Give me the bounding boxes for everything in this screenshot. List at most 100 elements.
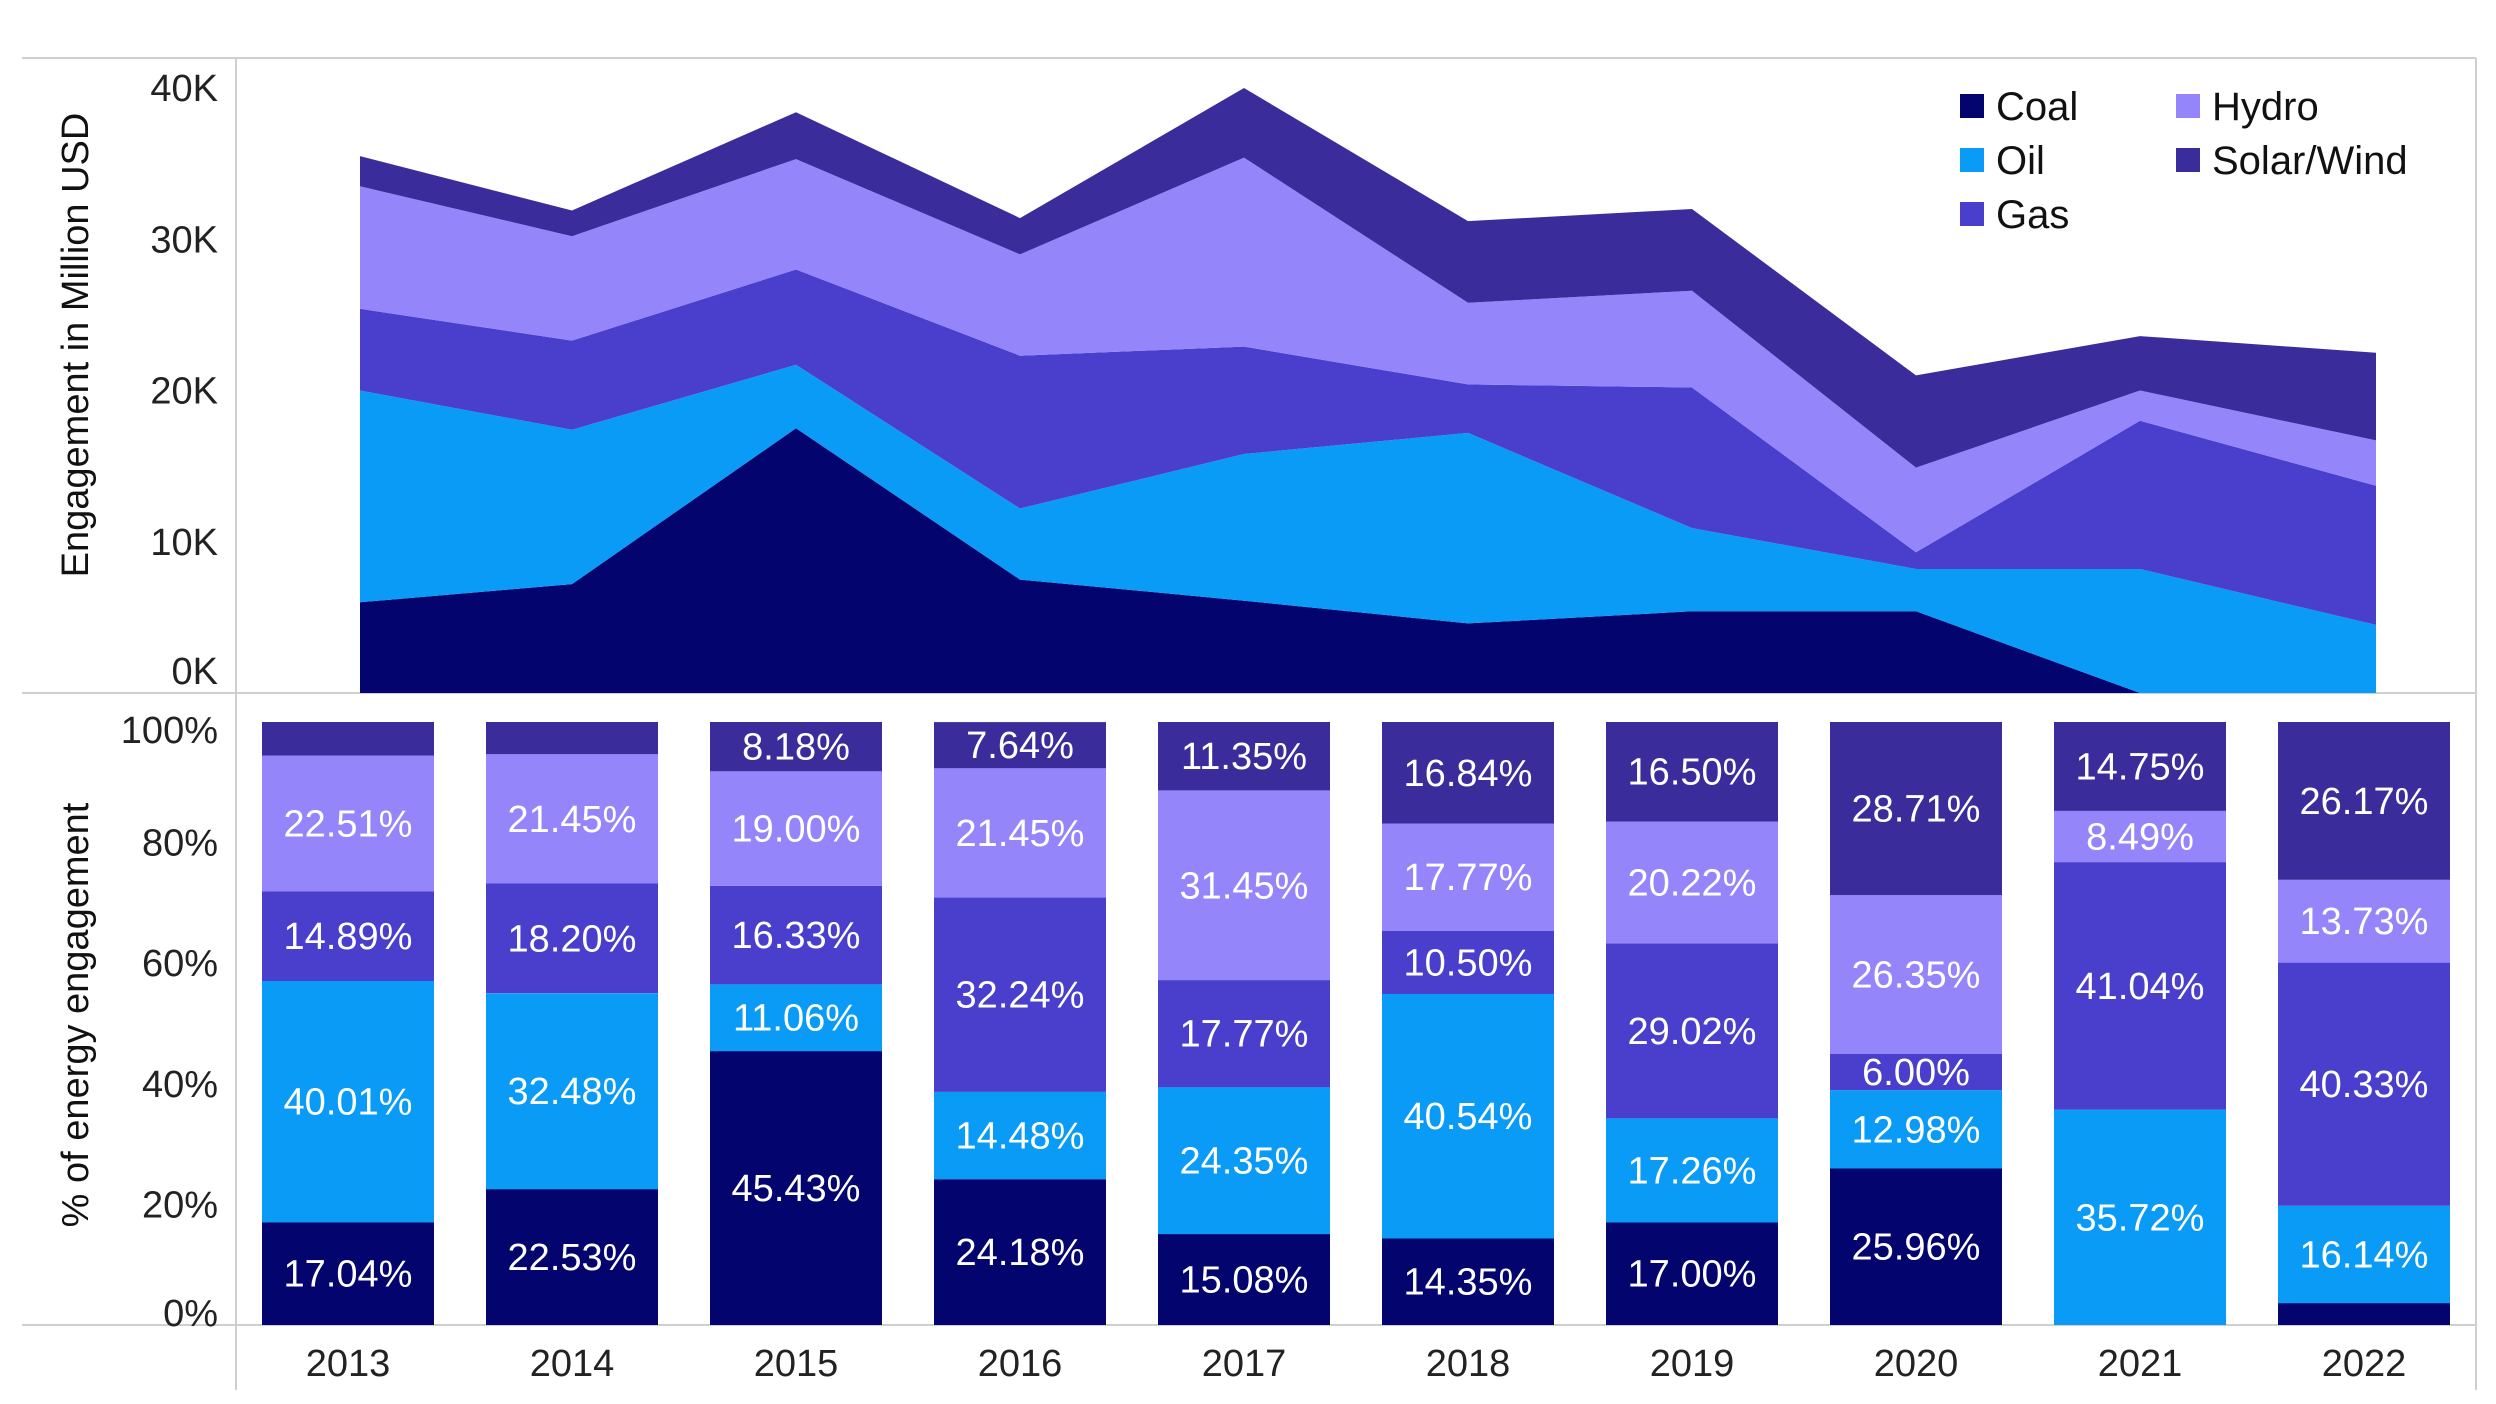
area-y-ticks: 0K 10K 20K 30K 40K xyxy=(150,68,218,693)
bar-segment-gas-2014 xyxy=(486,883,658,994)
bar-data-label: 45.43% xyxy=(732,1168,861,1210)
bar-data-label: 35.72% xyxy=(2076,1197,2205,1239)
bar-data-label: 25.96% xyxy=(1852,1227,1981,1269)
bar-segment-coal-2014 xyxy=(486,1189,658,1325)
area-coal xyxy=(360,428,2376,693)
bar-segment-coal-2020 xyxy=(1830,1168,2002,1325)
bar-y-ticks: 0% 20% 40% 60% 80% 100% xyxy=(121,710,218,1335)
bar-y-tick: 100% xyxy=(121,710,218,752)
bar-segment-hydro-2020 xyxy=(1830,895,2002,1054)
x-tick-label: 2018 xyxy=(1426,1343,1511,1385)
bar-segment-hydro-2013 xyxy=(262,755,434,892)
area-y-tick: 0K xyxy=(172,651,218,693)
bar-segment-hydro-2019 xyxy=(1606,821,1778,944)
bar-y-axis-title: % of energy engagement xyxy=(55,802,97,1227)
legend-item-solar-wind: Solar/Wind xyxy=(2176,139,2408,183)
bar-segments xyxy=(262,722,2450,1325)
bar-segment-oil-2018 xyxy=(1382,994,1554,1239)
bar-data-label: 22.53% xyxy=(508,1237,637,1279)
bar-segment-solar-wind-2021 xyxy=(2054,722,2226,811)
area-y-tick: 40K xyxy=(150,68,218,110)
bar-segment-solar-wind-2014 xyxy=(486,722,658,755)
area-layers xyxy=(360,88,2376,693)
area-oil xyxy=(360,364,2376,693)
bar-data-label: 17.77% xyxy=(1180,1014,1309,1056)
bar-data-label: 41.04% xyxy=(2076,966,2205,1008)
x-axis-ticks: 2013 2014 2015 2016 2017 2018 2019 2020 2021 2022 xyxy=(306,1343,2407,1385)
chart-legend: Coal Oil Gas Hydro Solar/Wind xyxy=(1960,85,2408,237)
bar-data-label: 14.35% xyxy=(1404,1262,1533,1304)
bar-data-label: 12.98% xyxy=(1852,1109,1981,1151)
bar-segment-coal-2016 xyxy=(934,1179,1106,1325)
x-tick-label: 2013 xyxy=(306,1343,391,1385)
bar-segment-hydro-2016 xyxy=(934,768,1106,898)
bar-data-label: 16.14% xyxy=(2300,1234,2429,1276)
bar-segment-gas-2017 xyxy=(1158,980,1330,1088)
bar-segment-solar-wind-2017 xyxy=(1158,722,1330,791)
legend-swatch xyxy=(2176,94,2200,118)
bar-segment-coal-2013 xyxy=(262,1222,434,1325)
bar-data-label: 15.08% xyxy=(1180,1260,1309,1302)
bar-segment-solar-wind-2015 xyxy=(710,722,882,772)
bar-data-label: 32.24% xyxy=(956,975,1085,1017)
area-hydro xyxy=(360,157,2376,553)
bar-segment-hydro-2021 xyxy=(2054,810,2226,863)
bar-data-labels: 17.04% 40.01% 14.89% 22.51% 22.53% 32.48% 18.2… xyxy=(284,725,2429,1304)
bar-segment-oil-2019 xyxy=(1606,1118,1778,1223)
bar-data-label: 24.18% xyxy=(956,1232,1085,1274)
bar-segment-solar-wind-2016 xyxy=(934,722,1106,769)
bar-segment-oil-2021 xyxy=(2054,1109,2226,1325)
bar-segment-solar-wind-2019 xyxy=(1606,722,1778,822)
bar-segment-gas-2015 xyxy=(710,885,882,985)
bar-segment-oil-2013 xyxy=(262,981,434,1223)
bar-data-label: 16.84% xyxy=(1404,753,1533,795)
bar-y-tick: 80% xyxy=(142,823,218,865)
bar-data-label: 14.89% xyxy=(284,916,413,958)
area-y-tick: 20K xyxy=(150,371,218,413)
bar-data-label: 10.50% xyxy=(1404,942,1533,984)
x-tick-label: 2019 xyxy=(1650,1343,1735,1385)
bar-segment-hydro-2015 xyxy=(710,771,882,886)
bar-segment-hydro-2017 xyxy=(1158,790,1330,980)
bar-data-label: 22.51% xyxy=(284,803,413,845)
legend-item-gas: Gas xyxy=(1960,193,2069,237)
bar-y-tick: 20% xyxy=(142,1184,218,1226)
bar-data-label: 11.35% xyxy=(1181,736,1307,778)
bar-data-label: 17.00% xyxy=(1628,1254,1757,1296)
area-gas xyxy=(360,269,2376,625)
bar-data-label: 14.75% xyxy=(2076,747,2205,789)
bar-data-label: 40.01% xyxy=(284,1082,413,1124)
x-tick-label: 2022 xyxy=(2322,1343,2407,1385)
bar-data-label: 21.45% xyxy=(508,799,637,841)
stacked-area-chart: 0K 10K 20K 30K 40K Engagement in Million USD xyxy=(55,68,2376,693)
x-tick-label: 2015 xyxy=(754,1343,839,1385)
bar-segment-hydro-2022 xyxy=(2278,879,2450,963)
bar-segment-hydro-2014 xyxy=(486,754,658,884)
bar-data-label: 26.35% xyxy=(1852,955,1981,997)
legend-swatch xyxy=(1960,202,1984,226)
bar-data-label: 11.06% xyxy=(733,998,859,1040)
area-y-tick: 30K xyxy=(150,219,218,261)
stacked-bar-chart: 17.04% 40.01% 14.89% 22.51% 22.53% 32.48% 18.2… xyxy=(55,710,2450,1385)
bar-segment-gas-2022 xyxy=(2278,962,2450,1206)
legend-label: Solar/Wind xyxy=(2212,139,2408,183)
bar-segment-gas-2019 xyxy=(1606,943,1778,1119)
bar-data-label: 29.02% xyxy=(1628,1011,1757,1053)
bar-data-label: 16.50% xyxy=(1628,752,1757,794)
bar-data-label: 17.77% xyxy=(1404,857,1533,899)
bar-data-label: 24.35% xyxy=(1180,1141,1309,1183)
bar-segment-oil-2016 xyxy=(934,1091,1106,1180)
bar-data-label: 8.18% xyxy=(742,727,850,769)
bar-segment-coal-2019 xyxy=(1606,1222,1778,1325)
x-tick-label: 2017 xyxy=(1202,1343,1287,1385)
x-tick-label: 2016 xyxy=(978,1343,1063,1385)
legend-item-hydro: Hydro xyxy=(2176,85,2319,129)
bar-y-tick: 0% xyxy=(163,1293,218,1335)
legend-swatch xyxy=(2176,148,2200,172)
legend-item-oil: Oil xyxy=(1960,139,2045,183)
bar-segment-coal-2022 xyxy=(2278,1303,2450,1325)
legend-label: Coal xyxy=(1996,85,2078,129)
bar-data-label: 26.17% xyxy=(2300,781,2429,823)
bar-y-tick: 40% xyxy=(142,1064,218,1106)
